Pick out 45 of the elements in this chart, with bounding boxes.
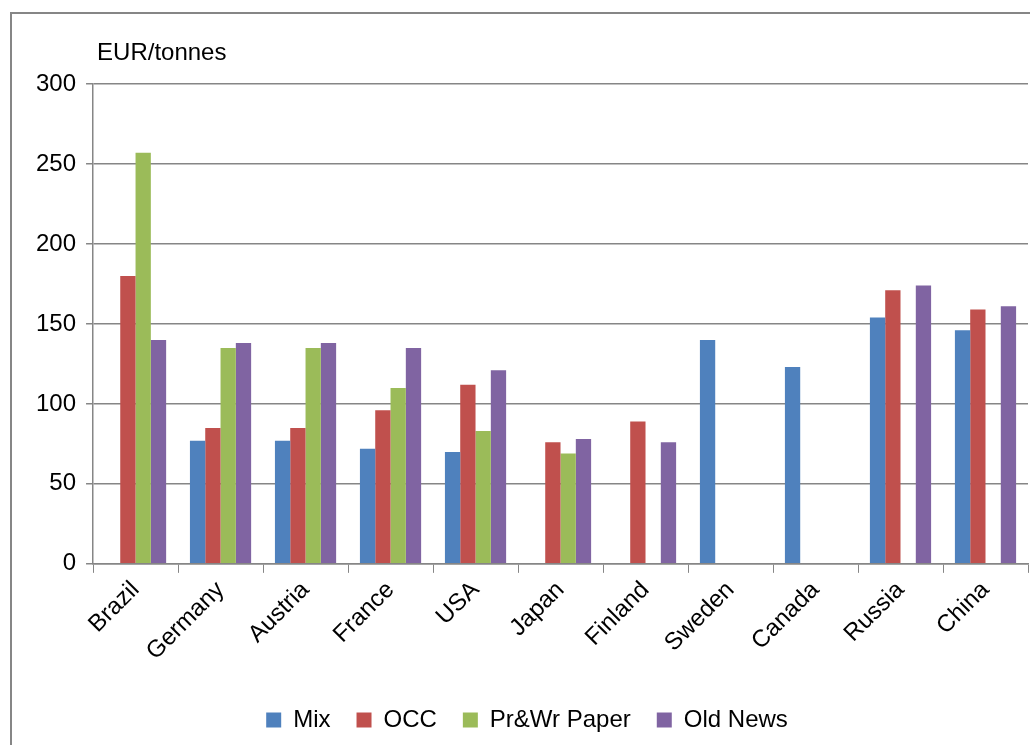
y-tick-label: 150 <box>36 308 77 336</box>
bar <box>150 339 167 564</box>
y-tick-label: 300 <box>36 68 77 96</box>
bar <box>359 448 376 564</box>
bar <box>560 453 576 564</box>
bar <box>885 290 901 564</box>
bar <box>954 330 971 564</box>
bar <box>305 347 321 564</box>
bar <box>699 339 716 564</box>
bar <box>444 451 461 564</box>
bar <box>970 309 986 564</box>
y-tick-label: 250 <box>36 148 77 176</box>
bar <box>915 285 932 564</box>
bar <box>545 442 561 564</box>
bar <box>290 427 306 564</box>
bar <box>490 370 507 564</box>
bar <box>220 347 236 564</box>
legend-label: Old News <box>683 704 788 732</box>
bar <box>320 343 337 564</box>
bar <box>630 421 646 564</box>
bar <box>135 152 151 564</box>
y-tick-label: 50 <box>49 468 77 496</box>
bar <box>869 317 886 564</box>
bar <box>1000 306 1017 564</box>
legend-label: Mix <box>293 704 331 732</box>
bar <box>205 427 221 564</box>
bar <box>575 439 592 564</box>
bar <box>274 440 291 564</box>
y-tick-label: 100 <box>36 388 77 416</box>
bar <box>405 347 422 564</box>
bar <box>475 431 491 564</box>
y-axis-title: EUR/tonnes <box>97 38 227 65</box>
legend-label: OCC <box>383 704 437 732</box>
bar <box>235 343 252 564</box>
bar <box>390 387 406 564</box>
bar <box>375 410 391 564</box>
legend-label: Pr&Wr Paper <box>489 704 631 732</box>
bar <box>660 442 677 564</box>
y-tick-label: 200 <box>36 228 77 256</box>
y-tick-label: 0 <box>62 548 77 576</box>
x-tick-label: USA <box>429 575 484 630</box>
bar <box>189 440 206 564</box>
bar <box>784 367 801 564</box>
bar <box>120 275 136 564</box>
bar <box>460 384 476 564</box>
